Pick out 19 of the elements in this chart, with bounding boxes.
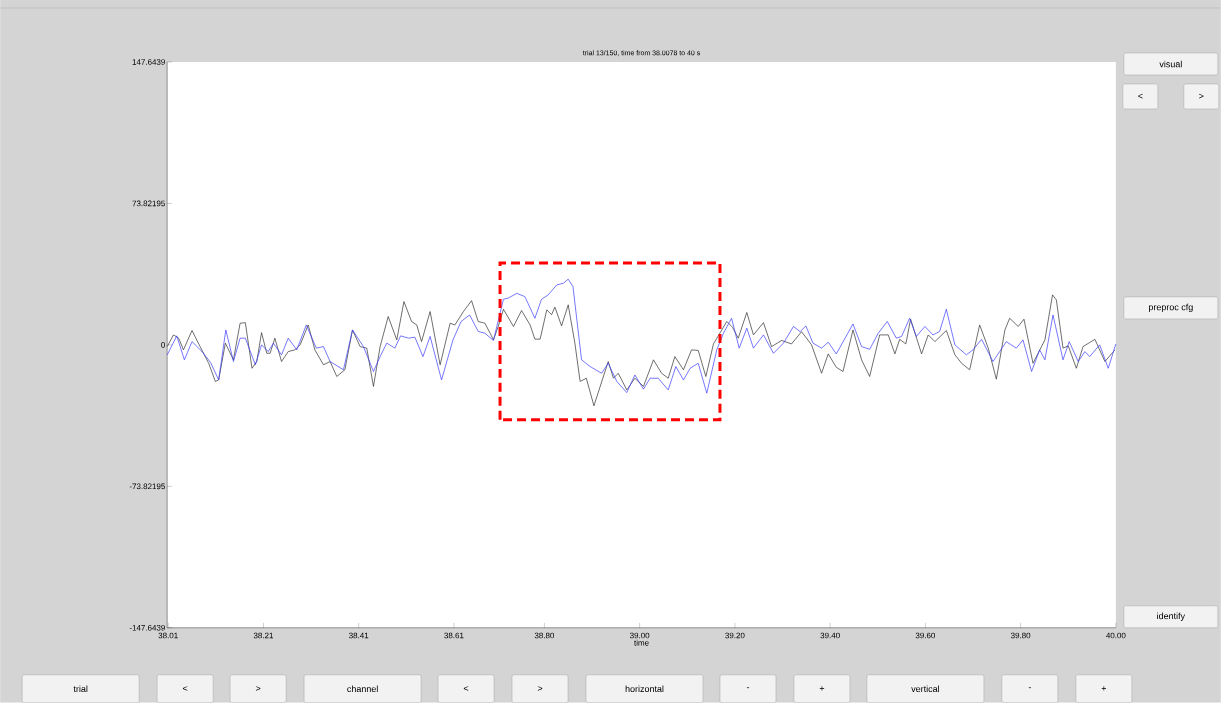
text: + — [819, 686, 825, 691]
text: - — [746, 687, 750, 689]
text: vertical — [911, 685, 939, 693]
text: - — [1028, 687, 1031, 689]
text: trial — [73, 685, 88, 693]
text: > — [537, 686, 543, 691]
text: < — [463, 686, 469, 691]
text: identify — [1157, 612, 1186, 621]
text: visual — [1159, 60, 1182, 68]
text: horizontal — [625, 685, 664, 693]
text: preproc cfg — [1148, 303, 1193, 313]
line-series — [166, 294, 1116, 407]
text: > — [255, 686, 261, 691]
text: > — [1199, 93, 1204, 99]
text: < — [1138, 93, 1143, 99]
text: < — [182, 686, 188, 691]
text: channel — [347, 685, 378, 693]
text: + — [1101, 686, 1107, 691]
line-series — [166, 278, 1117, 394]
